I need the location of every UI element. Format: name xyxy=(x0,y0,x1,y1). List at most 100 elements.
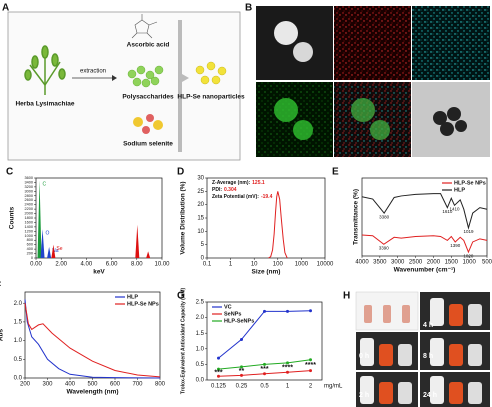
y-label: Volume Distribution (%) xyxy=(180,181,187,254)
stat-label: PDI: xyxy=(212,187,222,193)
peak-annotation: 3380 xyxy=(379,214,390,219)
legend-label: HLP-Se NPs xyxy=(454,180,486,186)
reagent-label: Ascorbic acid xyxy=(127,42,170,49)
time-label: 4 h xyxy=(423,322,433,329)
peak xyxy=(135,224,140,258)
significance: ** xyxy=(239,368,245,375)
series-line xyxy=(24,303,161,378)
y-tick-label: 800 xyxy=(27,238,33,242)
time-label: 0 h xyxy=(359,353,369,360)
x-tick-label: 2500 xyxy=(409,260,423,266)
point xyxy=(286,370,289,374)
y-tick-label: 400 xyxy=(27,247,33,251)
x-tick-label: 4000 xyxy=(355,260,369,266)
arrow-head xyxy=(112,75,117,81)
y-tick-label: 30 xyxy=(197,176,204,182)
legend-label: HLP xyxy=(127,294,138,300)
point xyxy=(286,361,289,365)
point xyxy=(240,373,243,377)
chart: G 0.0 0.5 1.0 1.5 2.0 2.5 0.125 0.25 0.5 1 2 mg/mL Tr… xyxy=(177,288,343,395)
y-tick-label: 5 xyxy=(201,242,205,248)
selenite-icon xyxy=(133,114,163,134)
micrograph xyxy=(412,6,490,80)
x-tick-label: 10000 xyxy=(317,262,334,268)
y-tick-label: 1.0 xyxy=(196,346,205,352)
x-label: Wavenumber (cm⁻¹) xyxy=(394,267,456,274)
stat-value: 125.1 xyxy=(252,180,265,186)
y-tick-label: 2800 xyxy=(25,194,33,198)
extract-label: Polysaccharides xyxy=(122,94,174,101)
divider xyxy=(178,20,182,152)
y-tick-label: 2.0 xyxy=(196,315,205,321)
peak xyxy=(47,246,52,258)
y-tick-label: 1.5 xyxy=(14,319,23,325)
y-tick-label: 0 xyxy=(31,256,33,260)
stat-label: Z-Average (nm): xyxy=(212,180,250,186)
peak-label: O xyxy=(46,230,50,236)
plot-frame xyxy=(361,177,488,257)
y-tick-label: 2.5 xyxy=(196,300,205,306)
y-tick-label: 600 xyxy=(27,243,33,247)
peak xyxy=(40,229,45,258)
x-label: Wavelength (nm) xyxy=(66,389,118,396)
panel-label: D xyxy=(177,167,184,178)
y-tick-label: 20 xyxy=(197,202,204,208)
point xyxy=(286,309,289,313)
series-line xyxy=(361,193,488,230)
y-tick-label: 0.0 xyxy=(196,378,205,384)
panel-label: B xyxy=(245,3,252,14)
stat: Zeta Potential (mV): -19.4 xyxy=(212,194,273,200)
series-line xyxy=(268,191,288,259)
x-label: Size (nm) xyxy=(252,269,281,276)
peak-label: Na xyxy=(52,248,59,254)
y-tick-label: 2000 xyxy=(25,212,33,216)
x-tick-label: 300 xyxy=(42,382,53,388)
y-tick-label: 0.5 xyxy=(14,357,23,363)
y-label: Abs xyxy=(0,328,5,341)
series-line xyxy=(24,299,161,379)
y-tick-label: 0.5 xyxy=(196,362,205,368)
x-tick-label: 1500 xyxy=(445,260,459,266)
y-tick-label: 0 xyxy=(201,256,205,262)
series-line xyxy=(361,234,488,254)
peak-annotation: 1390 xyxy=(450,243,461,248)
y-tick-label: 3000 xyxy=(25,189,33,193)
point xyxy=(217,356,220,360)
panel-label: A xyxy=(2,3,9,14)
x-tick-label: 0.5 xyxy=(260,384,269,390)
x-tick-label: 3500 xyxy=(373,260,387,266)
x-tick-label: 8.00 xyxy=(131,262,143,268)
particle xyxy=(274,21,298,45)
x-tick-label: 1000 xyxy=(462,260,476,266)
y-tick-label: 1.0 xyxy=(14,338,23,344)
nanoparticle-icon xyxy=(195,61,227,85)
significance: **** xyxy=(282,364,293,371)
molecule-icon xyxy=(131,14,158,39)
peak-annotation: 1020 xyxy=(463,253,474,258)
point xyxy=(263,309,266,313)
chart: D 0 5 10 15 20 25 30 0.1 1 10 100 1000 10000 Size (nm)… xyxy=(177,167,334,276)
x-tick-label: 0.25 xyxy=(236,384,248,390)
peak-annotation: 1410 xyxy=(449,206,460,211)
point xyxy=(217,374,220,378)
panel-label: C xyxy=(6,167,13,178)
tem-particles xyxy=(433,107,467,136)
stat: PDI: 0.304 xyxy=(212,187,237,193)
x-tick-label: 500 xyxy=(87,382,98,388)
micrograph xyxy=(256,82,333,157)
point xyxy=(309,309,312,313)
peak-annotation: 3390 xyxy=(379,245,390,250)
micrograph xyxy=(256,6,333,80)
y-tick-label: 1600 xyxy=(25,220,33,224)
time-label: 2 h xyxy=(359,392,369,399)
x-tick-label: 1 xyxy=(286,384,290,390)
x-tick-label: 200 xyxy=(20,382,31,388)
peak-label: Se xyxy=(56,246,62,252)
step-label: extraction xyxy=(80,69,106,75)
point xyxy=(263,372,266,376)
x-tick-label: 0.125 xyxy=(211,384,227,390)
x-tick-label: 0.1 xyxy=(203,262,212,268)
legend-label: HLP-Se NPs xyxy=(127,301,159,307)
